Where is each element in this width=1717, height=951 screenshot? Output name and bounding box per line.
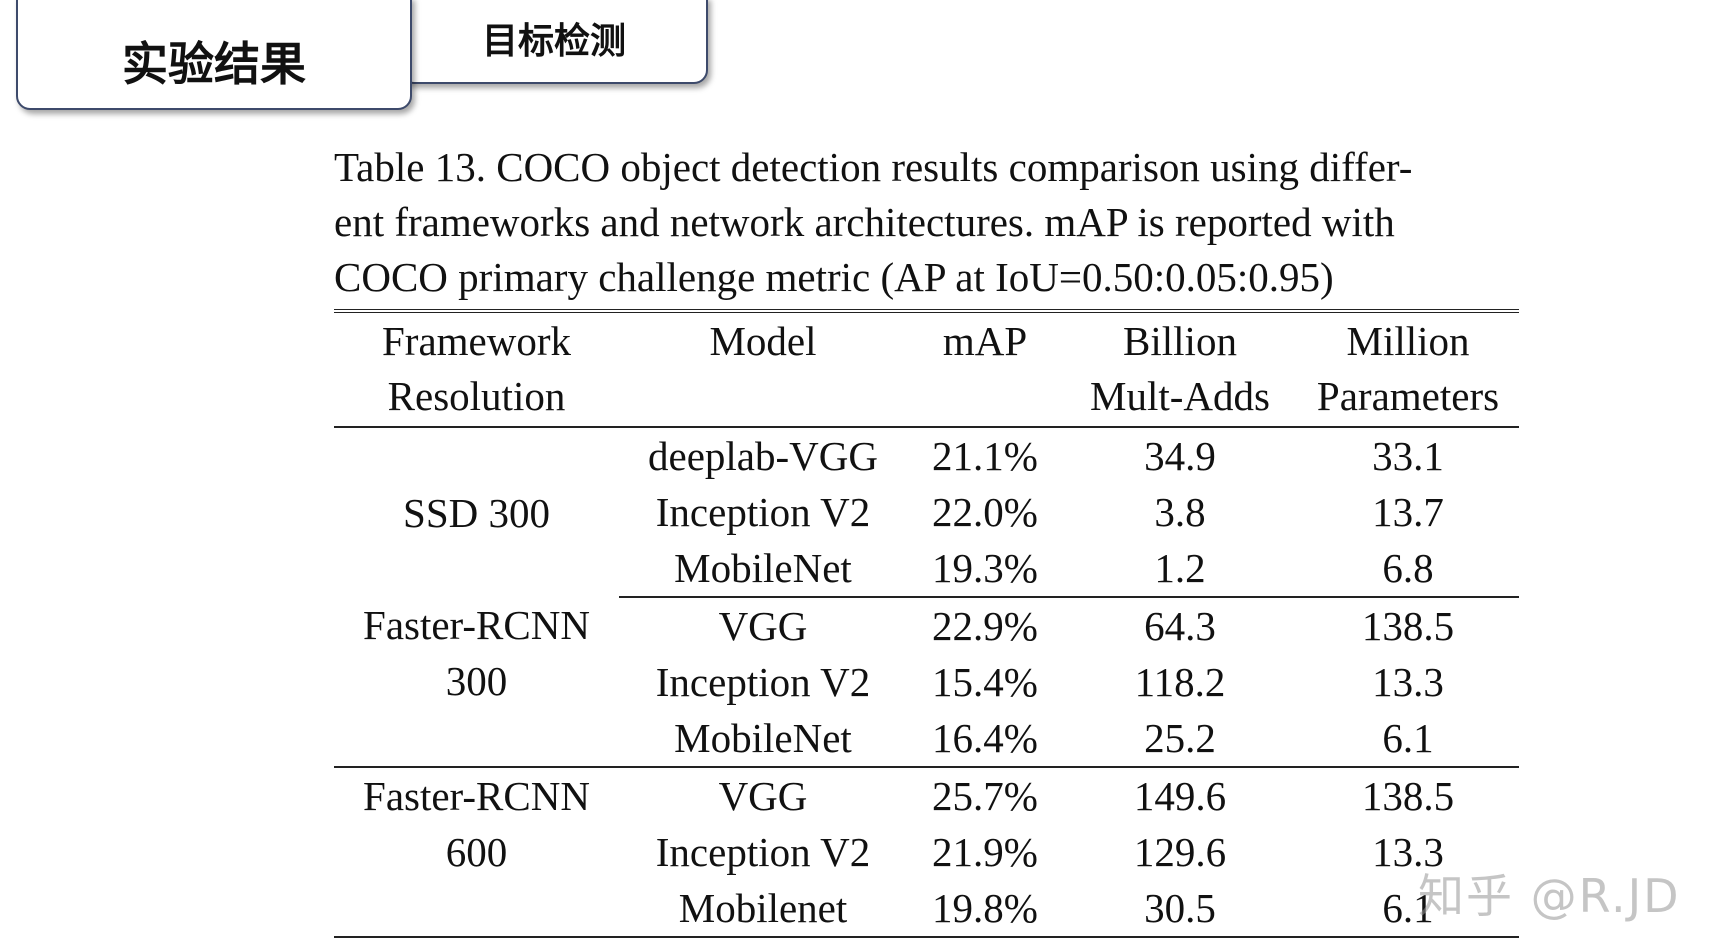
tab-object-detection-label: 目标检测: [481, 21, 626, 62]
map-cell: 21.9%: [932, 829, 1038, 875]
model-cell: Inception V2: [655, 829, 871, 875]
caption-line: COCO primary challenge metric (AP at IoU…: [334, 254, 1334, 300]
map-cell: 19.8%: [907, 880, 1063, 938]
tab-experiment-results[interactable]: 实验结果: [16, 0, 412, 110]
model-cell: Mobilenet: [619, 880, 907, 938]
caption-line: ent frameworks and network architectures…: [334, 199, 1395, 245]
map-cell: 22.9%: [932, 603, 1038, 649]
map-cell: 21.1%: [932, 433, 1038, 479]
mult-adds-cell: 118.2: [1134, 659, 1226, 705]
table-caption: Table 13. COCO object detection results …: [334, 140, 1519, 305]
parameters-cell: 6.1: [1297, 710, 1519, 768]
header-parameters: Million Parameters: [1297, 311, 1519, 428]
map-cell: 25.7%: [932, 773, 1038, 819]
parameters-cell: 138.5: [1361, 773, 1455, 819]
map-cell: 15.4%: [932, 659, 1038, 705]
parameters-cell: 6.1: [1297, 880, 1519, 938]
model-cell: VGG: [718, 603, 808, 649]
mult-adds-cell: 3.8: [1154, 489, 1206, 535]
tab-object-detection[interactable]: 目标检测: [400, 0, 708, 84]
model-cell: MobileNet: [619, 540, 907, 598]
mult-adds-cell: 64.3: [1144, 603, 1216, 649]
header-model: Model: [619, 311, 907, 428]
table-row: Mobilenet 19.8% 30.5 6.1: [334, 880, 1519, 938]
table-row: MobileNet 16.4% 25.2 6.1: [334, 710, 1519, 768]
model-cell: Inception V2: [655, 489, 871, 535]
framework-cell: Faster-RCNN 600: [334, 767, 619, 938]
mult-adds-cell: 149.6: [1133, 773, 1227, 819]
framework-cell: SSD 300: [403, 489, 550, 536]
table-row: SSD 300 deeplab-VGG 21.1% 34.9 33.1: [334, 427, 1519, 536]
table-row: Inception V2 15.4% 118.2 13.3: [334, 654, 1519, 710]
mult-adds-cell: 1.2: [1063, 540, 1297, 598]
parameters-cell: 13.7: [1372, 489, 1444, 535]
mult-adds-cell: 34.9: [1144, 433, 1216, 479]
parameters-cell: 13.3: [1372, 829, 1444, 875]
table-row: Faster-RCNN 300 VGG 22.9% 64.3 138.5: [334, 597, 1519, 768]
map-cell: 16.4%: [907, 710, 1063, 768]
model-cell: deeplab-VGG: [648, 433, 878, 479]
watermark-text: 知乎 @R.JD: [1418, 869, 1681, 923]
header-mult-adds: Billion Mult-Adds: [1063, 311, 1297, 428]
parameters-cell: 6.8: [1297, 540, 1519, 598]
table-row: Faster-RCNN 600 VGG 25.7% 149.6 138.5: [334, 767, 1519, 938]
parameters-cell: 13.3: [1372, 659, 1444, 705]
tab-experiment-results-label: 实验结果: [122, 37, 306, 91]
parameters-cell: 138.5: [1361, 603, 1455, 649]
table-row: Inception V2 22.0% 3.8 13.7: [334, 484, 1519, 540]
map-cell: 19.3%: [907, 540, 1063, 598]
table-row: MobileNet 19.3% 1.2 6.8: [334, 540, 1519, 598]
header-framework: Framework Resolution: [334, 311, 619, 428]
results-table: Framework Resolution Model mAP Billion Mul…: [334, 309, 1519, 938]
model-cell: MobileNet: [619, 710, 907, 768]
table-header-row: Framework Resolution Model mAP Billion Mul…: [334, 311, 1519, 428]
caption-line: Table 13. COCO object detection results …: [334, 144, 1413, 190]
map-cell: 22.0%: [932, 489, 1038, 535]
parameters-cell: 33.1: [1372, 433, 1444, 479]
model-cell: Inception V2: [655, 659, 871, 705]
mult-adds-cell: 30.5: [1063, 880, 1297, 938]
header-map: mAP: [907, 311, 1063, 428]
mult-adds-cell: 25.2: [1063, 710, 1297, 768]
framework-cell: Faster-RCNN 300: [334, 597, 619, 768]
table-row: Inception V2 21.9% 129.6 13.3: [334, 824, 1519, 880]
mult-adds-cell: 129.6: [1133, 829, 1227, 875]
model-cell: VGG: [718, 773, 808, 819]
